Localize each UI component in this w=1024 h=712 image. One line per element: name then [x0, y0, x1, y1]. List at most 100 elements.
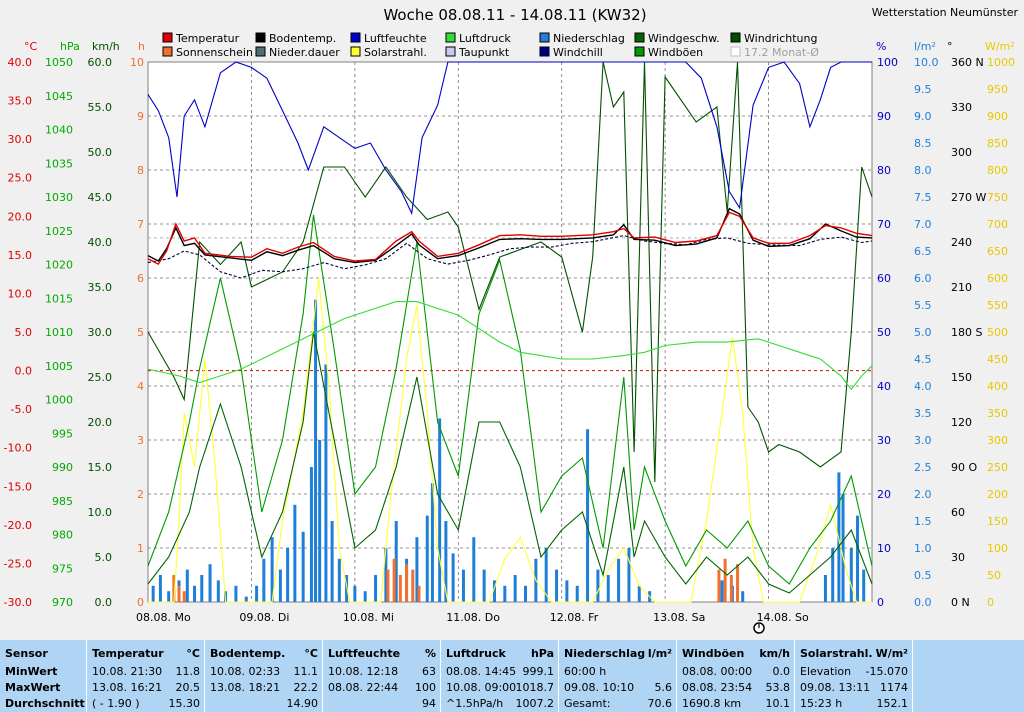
axis-tick-label: 1030	[45, 191, 73, 204]
stats-value: 1174	[880, 681, 908, 694]
stats-column: Windböen km/h 08.08. 00:00 0.0 08.08. 23:54 5…	[676, 640, 794, 712]
series-layer	[147, 61, 873, 603]
axis-tick-label: 30.0	[8, 133, 33, 146]
bar-niederschlag	[841, 494, 845, 602]
bar-niederschlag	[384, 548, 388, 602]
axis-tick-label: 9.0	[914, 110, 932, 123]
legend-swatch	[445, 32, 456, 43]
stats-label: 1690.8 km	[682, 697, 742, 710]
axis-tick-label: 25.0	[88, 371, 113, 384]
bar-niederschlag	[606, 575, 610, 602]
stats-header: Bodentemp.	[210, 647, 286, 660]
bar-niederschlag	[565, 580, 569, 602]
stats-label: Durchschnitt	[5, 697, 85, 710]
bar-niederschlag	[193, 585, 197, 602]
axis-tick-label: 150	[951, 371, 972, 384]
legend-swatch	[730, 46, 741, 57]
axis-tick-label: 750	[987, 191, 1008, 204]
bar-niederschlag	[575, 585, 579, 602]
grid	[148, 62, 872, 602]
legend-swatch	[255, 46, 266, 57]
axis-tick-label: 50.0	[88, 146, 113, 159]
bar-niederschlag	[394, 521, 398, 602]
stats-header: Windböen	[682, 647, 745, 660]
bar-niederschlag	[461, 569, 465, 602]
bar-sonnenschein	[398, 575, 402, 602]
stats-label: MaxWert	[5, 681, 61, 694]
axis-tick-label: 150	[987, 515, 1008, 528]
axis-tick-label: 60	[951, 506, 965, 519]
bar-niederschlag	[353, 585, 357, 602]
axis-tick-label: 100	[877, 56, 898, 69]
axis-tick-label: 1045	[45, 90, 73, 103]
axis-tick-label: 4.5	[914, 353, 932, 366]
bar-niederschlag	[444, 521, 448, 602]
x-tick-label: 11.08. Do	[446, 611, 500, 624]
bar-niederschlag	[293, 504, 297, 602]
bar-niederschlag	[415, 537, 419, 602]
axis-tick-label: 1035	[45, 157, 73, 170]
stats-label: 10.08. 09:00	[446, 681, 517, 694]
axis-tick-label: 10	[130, 56, 144, 69]
axis-tick-label: 975	[52, 562, 73, 575]
axis-tick-label: 1	[137, 542, 144, 555]
stats-value: 0.0	[772, 665, 791, 678]
stats-unit: W/m²	[875, 647, 908, 660]
axis-tick-label: 40	[877, 380, 891, 393]
bar-niederschlag	[167, 591, 171, 602]
stats-label: 09.08. 10:10	[564, 681, 635, 694]
axis-tick-label: 9	[137, 110, 144, 123]
axis-tick-label: 90	[877, 110, 891, 123]
axis-tick-label: 1015	[45, 292, 73, 305]
legend-swatch	[350, 32, 361, 43]
legend-label: Luftfeuchte	[364, 32, 427, 45]
axis-title: %	[876, 40, 886, 53]
axis-tick-label: -5.0	[11, 403, 32, 416]
x-tick-label: 08.08. Mo	[136, 611, 191, 624]
legend-label: Solarstrahl.	[364, 46, 427, 59]
axis-tick-label: 55.0	[88, 101, 113, 114]
stats-header: Luftdruck	[446, 647, 506, 660]
axis-tick-label: 15.0	[8, 249, 33, 262]
axis-tick-label: 0	[877, 596, 884, 609]
axis-tick-label: 700	[987, 218, 1008, 231]
axis-tick-label: -30.0	[4, 596, 32, 609]
bar-niederschlag	[492, 580, 496, 602]
bar-niederschlag	[216, 580, 220, 602]
axis-tick-label: 0.0	[95, 596, 113, 609]
stats-value: -15.070	[865, 665, 908, 678]
bar-sonnenschein	[182, 591, 186, 602]
axis-title: h	[138, 40, 145, 53]
bar-niederschlag	[823, 575, 827, 602]
stats-header: Niederschlag	[564, 647, 646, 660]
bar-niederschlag	[262, 558, 266, 602]
series-line-solarstrahl	[148, 277, 872, 603]
stats-column: Sensor MinWert MaxWert Durchschnitt	[0, 640, 85, 712]
axis-tick-label: 40.0	[88, 236, 113, 249]
stats-panel: Sensor MinWert MaxWert Durchschnitt Temperat…	[0, 640, 1024, 712]
stats-column: Niederschlag l/m² 60:00 h 09.08. 10:10 5.6 Ge…	[558, 640, 676, 712]
legend-swatch	[162, 32, 173, 43]
axis-tick-label: 3	[137, 434, 144, 447]
legend-label: Temperatur	[175, 32, 240, 45]
series-line-windben	[147, 214, 873, 585]
legend-swatch	[162, 46, 173, 57]
axis-tick-label: 60	[877, 272, 891, 285]
x-tick-label: 13.08. Sa	[653, 611, 705, 624]
bar-niederschlag	[482, 569, 486, 602]
bar-niederschlag	[255, 585, 259, 602]
axis-tick-label: 300	[951, 146, 972, 159]
cursor-icon[interactable]	[753, 622, 765, 634]
axis-tick-label: 30	[877, 434, 891, 447]
axis-tick-label: 270 W	[951, 191, 986, 204]
stats-value: 11.8	[175, 665, 201, 678]
bar-niederschlag	[451, 553, 455, 602]
axis-title: hPa	[60, 40, 80, 53]
axis-tick-label: 50	[877, 326, 891, 339]
axis-tick-label: 0 N	[951, 596, 970, 609]
axis-tick-label: 0	[137, 596, 144, 609]
stats-value: 999.1	[522, 665, 555, 678]
axis-tick-label: 8.5	[914, 137, 932, 150]
axis-title: °	[947, 40, 953, 53]
axis-tick-label: -15.0	[4, 480, 32, 493]
